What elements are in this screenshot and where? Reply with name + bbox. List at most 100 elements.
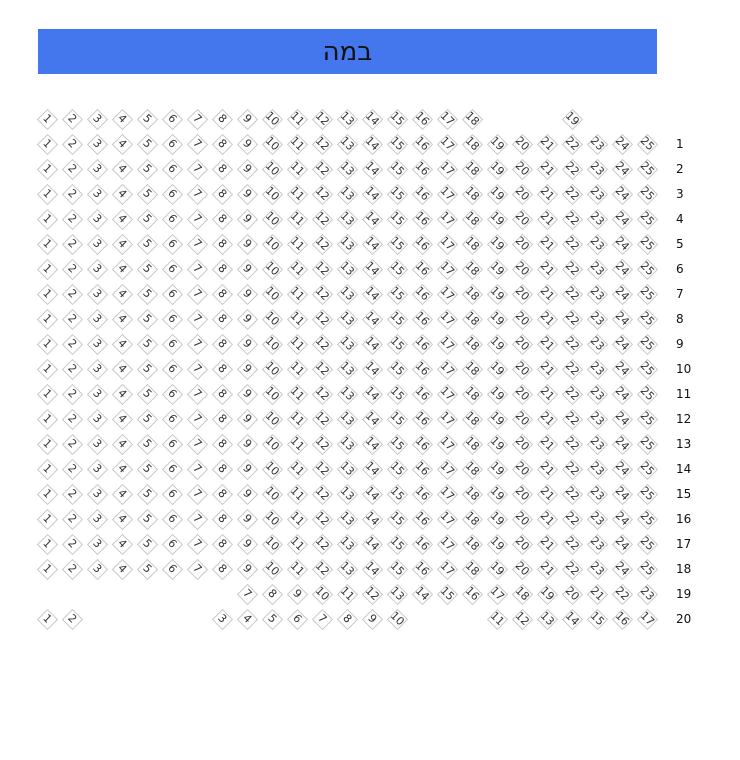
seat[interactable]: 3 <box>86 258 109 281</box>
seat[interactable]: 9 <box>361 608 384 631</box>
seat[interactable]: 22 <box>561 558 584 581</box>
seat[interactable]: 22 <box>561 458 584 481</box>
seat[interactable]: 11 <box>286 233 309 256</box>
seat[interactable]: 10 <box>261 408 284 431</box>
seat[interactable]: 3 <box>86 233 109 256</box>
seat[interactable]: 12 <box>311 458 334 481</box>
seat[interactable]: 5 <box>136 508 159 531</box>
seat[interactable]: 21 <box>536 283 559 306</box>
seat[interactable]: 8 <box>211 383 234 406</box>
seat[interactable]: 25 <box>636 358 659 381</box>
seat[interactable]: 17 <box>486 583 509 606</box>
seat[interactable]: 17 <box>436 408 459 431</box>
seat[interactable]: 1 <box>36 608 59 631</box>
seat[interactable]: 5 <box>136 108 159 131</box>
seat[interactable]: 11 <box>286 158 309 181</box>
seat[interactable]: 6 <box>161 458 184 481</box>
seat[interactable]: 18 <box>461 458 484 481</box>
seat[interactable]: 17 <box>436 483 459 506</box>
seat[interactable]: 22 <box>561 208 584 231</box>
seat[interactable]: 8 <box>211 208 234 231</box>
seat[interactable]: 20 <box>511 208 534 231</box>
seat[interactable]: 20 <box>511 183 534 206</box>
seat[interactable]: 7 <box>186 208 209 231</box>
seat[interactable]: 1 <box>36 258 59 281</box>
seat[interactable]: 2 <box>61 258 84 281</box>
seat[interactable]: 12 <box>311 483 334 506</box>
seat[interactable]: 18 <box>461 108 484 131</box>
seat[interactable]: 16 <box>411 358 434 381</box>
seat[interactable]: 23 <box>586 508 609 531</box>
seat[interactable]: 12 <box>311 408 334 431</box>
seat[interactable]: 13 <box>336 233 359 256</box>
seat[interactable]: 23 <box>586 183 609 206</box>
seat[interactable]: 13 <box>336 558 359 581</box>
seat[interactable]: 24 <box>611 483 634 506</box>
seat[interactable]: 16 <box>411 533 434 556</box>
seat[interactable]: 3 <box>211 608 234 631</box>
seat[interactable]: 3 <box>86 158 109 181</box>
seat[interactable]: 22 <box>561 158 584 181</box>
seat[interactable]: 14 <box>361 558 384 581</box>
seat[interactable]: 14 <box>561 608 584 631</box>
seat[interactable]: 19 <box>536 583 559 606</box>
seat[interactable]: 3 <box>86 408 109 431</box>
seat[interactable]: 17 <box>436 433 459 456</box>
seat[interactable]: 7 <box>186 558 209 581</box>
seat[interactable]: 12 <box>311 108 334 131</box>
seat[interactable]: 18 <box>461 408 484 431</box>
seat[interactable]: 12 <box>511 608 534 631</box>
seat[interactable]: 7 <box>186 333 209 356</box>
seat[interactable]: 8 <box>211 558 234 581</box>
seat[interactable]: 14 <box>361 258 384 281</box>
seat[interactable]: 5 <box>136 558 159 581</box>
seat[interactable]: 19 <box>486 458 509 481</box>
seat[interactable]: 18 <box>461 233 484 256</box>
seat[interactable]: 10 <box>261 283 284 306</box>
seat[interactable]: 25 <box>636 483 659 506</box>
seat[interactable]: 7 <box>186 308 209 331</box>
seat[interactable]: 16 <box>411 133 434 156</box>
seat[interactable]: 1 <box>36 533 59 556</box>
seat[interactable]: 9 <box>236 558 259 581</box>
seat[interactable]: 3 <box>86 133 109 156</box>
seat[interactable]: 23 <box>586 333 609 356</box>
seat[interactable]: 7 <box>236 583 259 606</box>
seat[interactable]: 21 <box>536 258 559 281</box>
seat[interactable]: 16 <box>411 558 434 581</box>
seat[interactable]: 17 <box>436 308 459 331</box>
seat[interactable]: 1 <box>36 383 59 406</box>
seat[interactable]: 15 <box>386 108 409 131</box>
seat[interactable]: 4 <box>111 158 134 181</box>
seat[interactable]: 2 <box>61 608 84 631</box>
seat[interactable]: 13 <box>336 533 359 556</box>
seat[interactable]: 1 <box>36 233 59 256</box>
seat[interactable]: 15 <box>386 408 409 431</box>
seat[interactable]: 20 <box>511 133 534 156</box>
seat[interactable]: 14 <box>361 183 384 206</box>
seat[interactable]: 10 <box>261 483 284 506</box>
seat[interactable]: 17 <box>436 558 459 581</box>
seat[interactable]: 14 <box>361 108 384 131</box>
seat[interactable]: 21 <box>536 433 559 456</box>
seat[interactable]: 4 <box>111 258 134 281</box>
seat[interactable]: 16 <box>411 508 434 531</box>
seat[interactable]: 21 <box>536 308 559 331</box>
seat[interactable]: 18 <box>461 283 484 306</box>
seat[interactable]: 6 <box>161 333 184 356</box>
seat[interactable]: 15 <box>386 208 409 231</box>
seat[interactable]: 5 <box>136 383 159 406</box>
seat[interactable]: 18 <box>461 383 484 406</box>
seat[interactable]: 11 <box>286 458 309 481</box>
seat[interactable]: 8 <box>211 158 234 181</box>
seat[interactable]: 20 <box>511 158 534 181</box>
seat[interactable]: 15 <box>386 133 409 156</box>
seat[interactable]: 8 <box>211 308 234 331</box>
seat[interactable]: 18 <box>461 333 484 356</box>
seat[interactable]: 10 <box>261 458 284 481</box>
seat[interactable]: 24 <box>611 183 634 206</box>
seat[interactable]: 3 <box>86 283 109 306</box>
seat[interactable]: 3 <box>86 433 109 456</box>
seat[interactable]: 9 <box>236 283 259 306</box>
seat[interactable]: 15 <box>386 308 409 331</box>
